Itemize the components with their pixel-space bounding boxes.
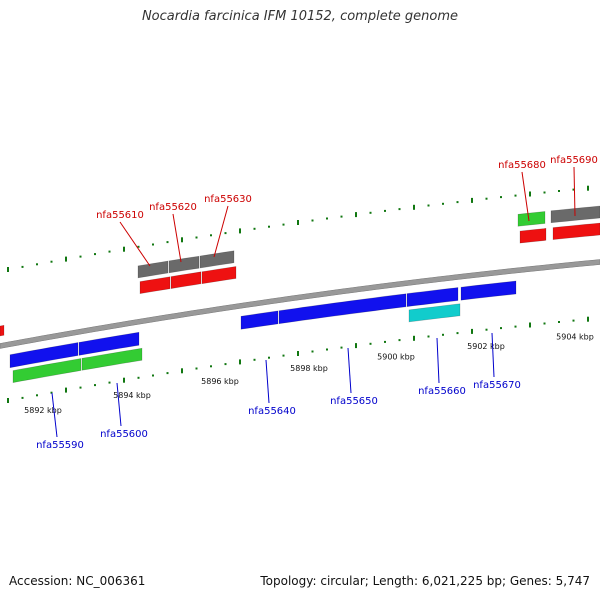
gene-label-nfa55610: nfa55610	[96, 210, 144, 221]
gene-block-red	[552, 222, 600, 240]
scale-tick-label: 5900 kbp	[377, 353, 415, 362]
gene-block-red	[170, 271, 202, 289]
gene-label-leader	[436, 337, 440, 384]
scale-tick-label: 5904 kbp	[556, 332, 594, 341]
gene-label-leader	[347, 347, 352, 394]
gene-label-leader	[573, 166, 576, 217]
gene-block-blue	[278, 293, 407, 325]
accession-text: Accession: NC_006361	[9, 574, 146, 588]
scale-tick-label: 5898 kbp	[290, 364, 328, 373]
scale-tick-label: 5892 kbp	[24, 406, 62, 415]
gene-label-nfa55620: nfa55620	[149, 202, 197, 213]
scale-tick-label: 5894 kbp	[113, 391, 151, 400]
gene-label-nfa55660: nfa55660	[418, 386, 466, 397]
gene-block-blue	[406, 287, 459, 307]
gene-label-nfa55600: nfa55600	[100, 429, 148, 440]
gene-label-leader	[491, 332, 495, 378]
gene-block-green	[81, 347, 143, 371]
gene-label-leader	[213, 205, 229, 258]
gene-block-red	[0, 324, 5, 337]
gene-label-leader	[116, 382, 122, 427]
gene-block-green	[12, 358, 82, 383]
gene-block-blue	[9, 342, 79, 369]
gene-block-red	[139, 276, 171, 294]
gene-block-red	[519, 227, 547, 244]
scale-tick-label: 5902 kbp	[467, 342, 505, 351]
gene-block-gray	[137, 260, 169, 279]
gene-label-leader	[265, 359, 270, 404]
gene-block-gray	[550, 205, 600, 224]
gene-block-gray	[168, 255, 200, 274]
gene-block-gray	[199, 250, 235, 269]
scale-tick-label: 5896 kbp	[201, 377, 239, 386]
gene-block-red	[201, 266, 237, 285]
gene-label-nfa55680: nfa55680	[498, 160, 546, 171]
gene-block-blue	[78, 331, 140, 356]
gene-label-leader	[119, 221, 151, 267]
gene-label-nfa55630: nfa55630	[204, 194, 252, 205]
gene-label-nfa55640: nfa55640	[248, 406, 296, 417]
gene-block-blue	[240, 310, 279, 330]
gene-block-cyan	[408, 303, 461, 323]
genome-summary-text: Topology: circular; Length: 6,021,225 bp…	[260, 574, 590, 588]
map-title: Nocardia farcinica IFM 10152, complete g…	[141, 9, 459, 24]
gene-label-leader	[172, 213, 182, 263]
gene-label-nfa55670: nfa55670	[473, 380, 521, 391]
gene-label-nfa55590: nfa55590	[36, 440, 84, 451]
genome-backbone	[0, 259, 600, 349]
gene-block-green	[517, 211, 546, 227]
gene-label-nfa55690: nfa55690	[550, 155, 598, 166]
gene-block-blue	[460, 280, 517, 301]
gene-label-nfa55650: nfa55650	[330, 396, 378, 407]
gene-label-leader	[51, 392, 58, 438]
gene-label-leader	[521, 171, 530, 222]
